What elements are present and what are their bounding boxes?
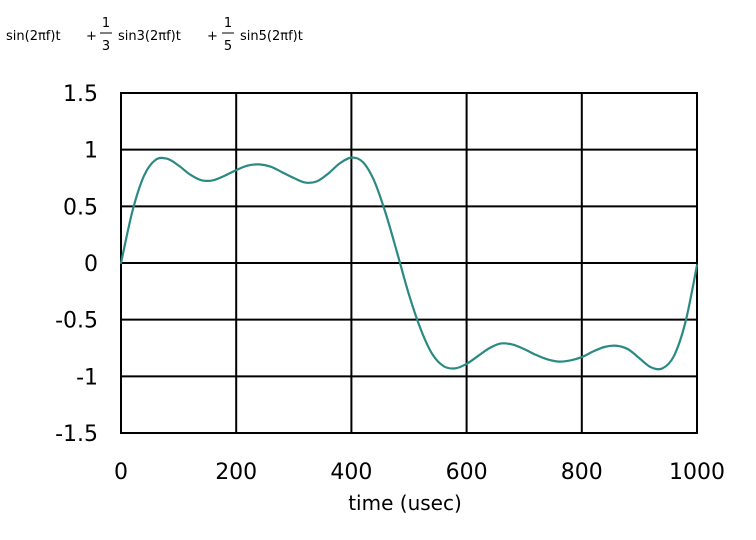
- formula-term3: sin5(2πf)t: [240, 29, 303, 44]
- y-tick-label: -0.5: [55, 309, 98, 334]
- formula-frac1-num: 1: [102, 16, 110, 31]
- formula-term2: sin3(2πf)t: [118, 29, 181, 44]
- tick-labels: 0 200 400 600 800 1000 1.5 1 0.5 0 -0.5 -1 -1.5: [55, 82, 725, 485]
- x-tick-label: 0: [114, 460, 128, 485]
- formula-frac2-num: 1: [224, 16, 232, 31]
- grid: [120, 92, 698, 434]
- x-tick-label: 600: [446, 460, 488, 485]
- formula: sin(2πf)t + 1 3 sin3(2πf)t + 1 5 sin5(2π…: [6, 16, 303, 54]
- y-tick-label: 0.5: [63, 195, 98, 220]
- series-line: [119, 156, 699, 371]
- x-tick-label: 1000: [669, 460, 725, 485]
- y-tick-label: -1: [76, 365, 98, 390]
- formula-plus1: +: [86, 29, 97, 44]
- formula-frac2-den: 5: [224, 39, 232, 54]
- y-tick-label: 1.5: [63, 82, 98, 107]
- x-axis-title: time (usec): [348, 491, 462, 515]
- x-tick-label: 800: [561, 460, 603, 485]
- formula-plus2: +: [207, 29, 218, 44]
- x-tick-label: 200: [215, 460, 257, 485]
- y-tick-label: 0: [84, 252, 98, 277]
- formula-frac1-den: 3: [102, 39, 110, 54]
- formula-term1: sin(2πf)t: [6, 29, 61, 44]
- y-tick-label: 1: [84, 139, 98, 164]
- y-tick-label: -1.5: [55, 422, 98, 447]
- x-tick-label: 400: [330, 460, 372, 485]
